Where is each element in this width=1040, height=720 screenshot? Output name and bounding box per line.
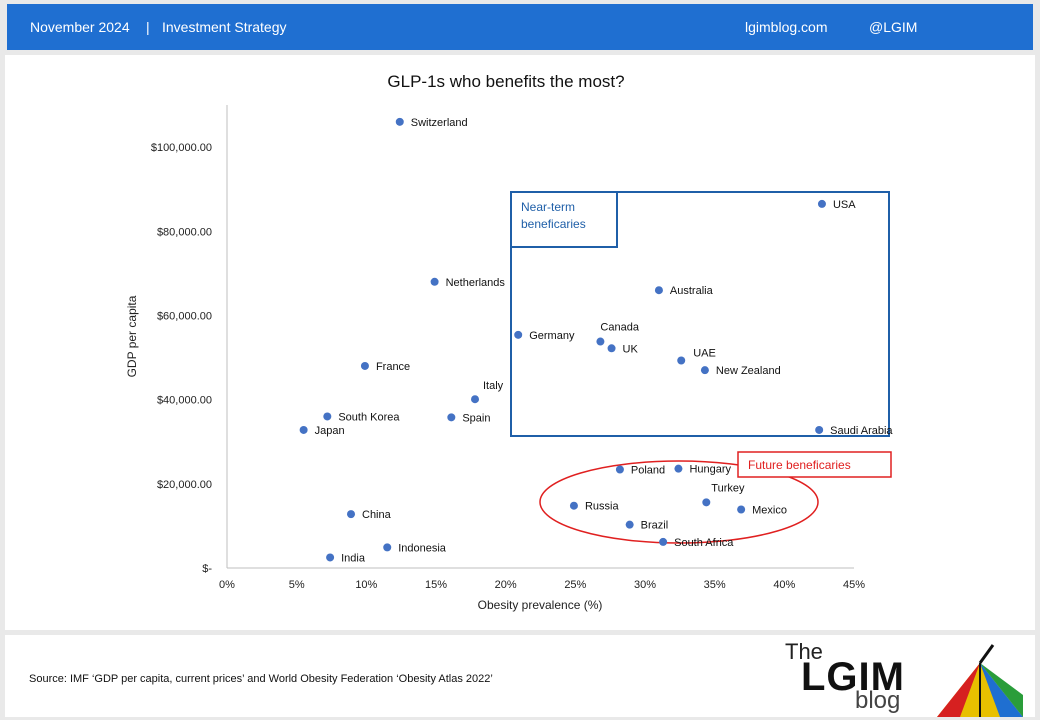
chart-panel: GLP-1s who benefits the most? GDP per ca… <box>5 55 1035 630</box>
y-tick-label: $40,000.00 <box>157 395 212 407</box>
data-point <box>677 356 686 365</box>
x-tick-label: 5% <box>289 579 305 591</box>
data-point-label: UK <box>623 343 639 355</box>
data-point-label: Indonesia <box>398 542 447 554</box>
data-point-label: Switzerland <box>411 117 468 129</box>
data-point <box>607 344 616 353</box>
y-tick-label: $20,000.00 <box>157 479 212 491</box>
data-point <box>674 464 683 473</box>
header-twitter-handle[interactable]: @LGIM <box>869 19 918 35</box>
data-points: Switzerland USA Netherlands Australia German… <box>299 117 893 564</box>
data-point <box>654 286 663 295</box>
data-point-label: Spain <box>462 412 490 424</box>
data-point <box>471 395 480 404</box>
header-category: Investment Strategy <box>162 19 287 35</box>
x-tick-label: 0% <box>219 579 235 591</box>
x-axis-label: Obesity prevalence (%) <box>478 598 603 612</box>
data-point-label: Germany <box>529 330 575 342</box>
data-point <box>700 366 709 375</box>
header-separator: | <box>146 19 150 35</box>
umbrella-logo-graphic <box>937 644 1023 717</box>
x-tick-label: 15% <box>425 579 447 591</box>
scatter-chart: GLP-1s who benefits the most? GDP per ca… <box>125 72 893 612</box>
data-point-label: Mexico <box>752 504 787 516</box>
near-term-label-box <box>510 191 618 248</box>
data-point-label: Italy <box>483 380 504 392</box>
data-point <box>596 337 605 346</box>
data-point-label: Brazil <box>641 520 669 532</box>
source-note: Source: IMF ‘GDP per capita, current pri… <box>29 673 493 685</box>
data-point-label: China <box>362 509 392 521</box>
data-point-label: Canada <box>600 322 639 334</box>
near-term-box <box>510 191 890 437</box>
future-ellipse <box>539 460 819 544</box>
logo-the: The <box>785 639 823 664</box>
data-point-label: Saudi Arabia <box>830 425 893 437</box>
x-tick-label: 10% <box>355 579 377 591</box>
data-point-label: Russia <box>585 501 620 513</box>
near-term-label-line-1: Near-term <box>521 200 575 214</box>
x-tick-label: 35% <box>704 579 726 591</box>
header-site-link[interactable]: lgimblog.com <box>745 19 828 35</box>
x-tick-label: 45% <box>843 579 865 591</box>
data-point <box>737 505 746 514</box>
x-ticks: 0% 5% 10% 15% 20% 25% 30% 35% 40% 45% <box>219 579 865 591</box>
data-point <box>817 199 826 208</box>
near-term-label-line-2: beneficaries <box>521 217 586 231</box>
data-point <box>395 117 404 126</box>
data-point-label: Japan <box>315 425 345 437</box>
data-point-label: Poland <box>631 465 665 477</box>
data-point-label: South Korea <box>338 411 400 423</box>
data-point-label: UAE <box>693 347 716 359</box>
x-tick-label: 20% <box>495 579 517 591</box>
header-date: November 2024 <box>30 19 130 35</box>
data-point <box>326 553 335 562</box>
data-point <box>702 498 711 507</box>
data-point-label: Turkey <box>711 482 745 494</box>
chart-title: GLP-1s who benefits the most? <box>387 72 624 91</box>
data-point <box>323 412 332 421</box>
data-point-label: India <box>341 552 366 564</box>
data-point-label: USA <box>833 199 856 211</box>
y-tick-label: $60,000.00 <box>157 310 212 322</box>
data-point <box>360 361 369 370</box>
y-axis-label: GDP per capita <box>125 295 139 377</box>
data-point <box>383 543 392 552</box>
data-point <box>447 413 456 422</box>
data-point <box>430 277 439 286</box>
data-point <box>299 425 308 434</box>
data-point <box>569 501 578 510</box>
x-tick-label: 30% <box>634 579 656 591</box>
data-point <box>625 520 634 529</box>
x-tick-label: 40% <box>773 579 795 591</box>
future-label-box <box>737 451 892 478</box>
data-point <box>815 425 824 434</box>
data-point <box>615 465 624 474</box>
logo-blog: blog <box>855 687 901 714</box>
future-label: Future beneficaries <box>748 458 851 472</box>
data-point-label: Hungary <box>689 464 731 476</box>
data-point-label: Netherlands <box>446 277 506 289</box>
data-point-label: Australia <box>670 285 714 297</box>
axes <box>226 105 854 569</box>
lgim-blog-logo: The LGIM blog <box>775 635 1035 717</box>
y-ticks: $- $20,000.00 $40,000.00 $60,000.00 $80,000.… <box>151 142 213 575</box>
data-point-label: South Africa <box>674 537 734 549</box>
x-tick-label: 25% <box>564 579 586 591</box>
logo-lgim: LGIM <box>801 655 905 699</box>
y-tick-label: $100,000.00 <box>151 142 212 154</box>
data-point-label: New Zealand <box>716 365 781 377</box>
footer: Source: IMF ‘GDP per capita, current pri… <box>5 635 1035 717</box>
header-bar: November 2024 | Investment Strategy lgim… <box>7 4 1033 50</box>
y-tick-label: $- <box>202 563 212 575</box>
data-point <box>659 537 668 546</box>
y-tick-label: $80,000.00 <box>157 226 212 238</box>
data-point <box>514 330 523 339</box>
data-point <box>347 510 356 519</box>
data-point-label: France <box>376 361 410 373</box>
